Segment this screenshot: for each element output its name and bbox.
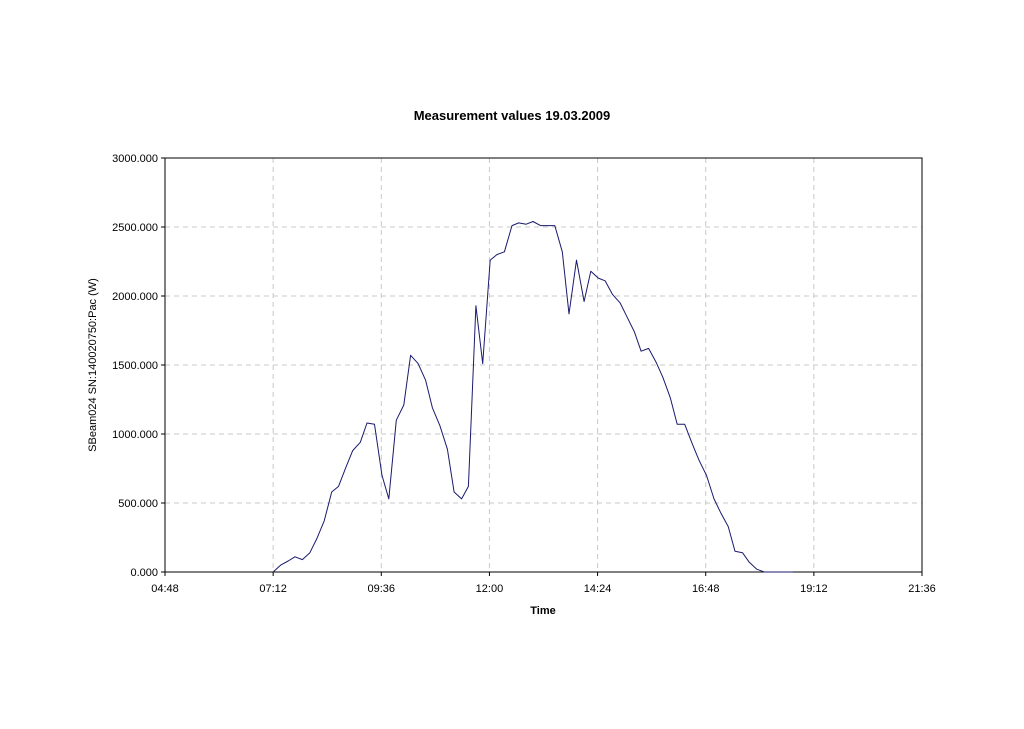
x-axis-title: Time (530, 605, 555, 617)
x-tick-label: 19:12 (800, 583, 828, 595)
y-tick-label: 1500.000 (112, 360, 158, 372)
y-tick-label: 2500.000 (112, 222, 158, 234)
x-tick-label: 07:12 (259, 583, 287, 595)
chart-title: Measurement values 19.03.2009 (414, 108, 611, 123)
y-axis: 0.000 500.000 1000.000 1500.000 2000.000 2500… (112, 153, 165, 579)
x-axis: 04:48 07:12 09:36 12:00 14:24 16:48 19:12 21:36 (151, 572, 936, 595)
y-tick-label: 3000.000 (112, 153, 158, 165)
series-group (272, 221, 793, 573)
y-tick-label: 2000.000 (112, 291, 158, 303)
x-tick-label: 14:24 (584, 583, 612, 595)
x-tick-label: 16:48 (692, 583, 720, 595)
grid-lines (165, 158, 922, 572)
series-line (272, 221, 793, 573)
y-tick-label: 0.000 (130, 567, 158, 579)
x-tick-label: 09:36 (368, 583, 396, 595)
x-tick-label: 21:36 (908, 583, 936, 595)
x-tick-label: 12:00 (476, 583, 504, 595)
x-tick-label: 04:48 (151, 583, 179, 595)
y-tick-label: 1000.000 (112, 429, 158, 441)
y-tick-label: 500.000 (118, 498, 158, 510)
y-axis-title: SBeam024 SN:140020750:Pac (W) (87, 278, 99, 452)
